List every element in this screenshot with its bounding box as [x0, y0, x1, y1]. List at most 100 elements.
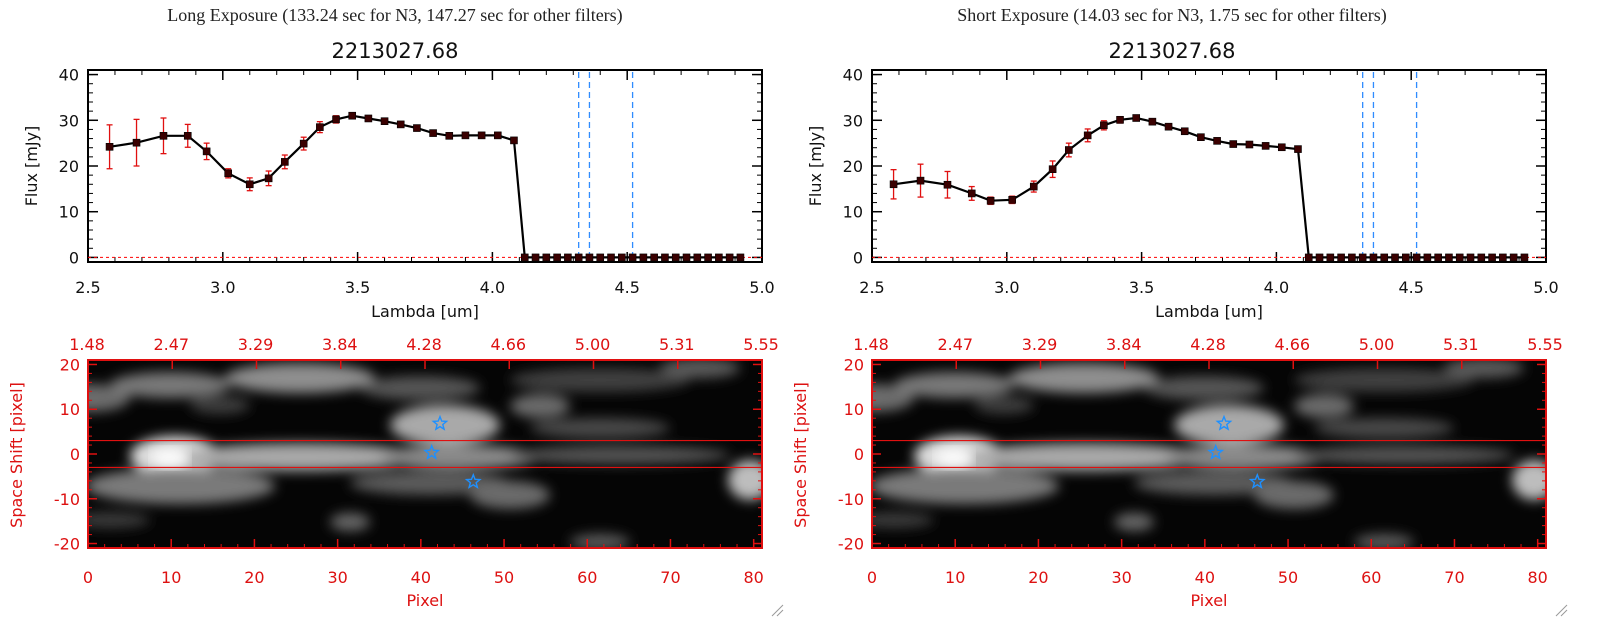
- data-point: [159, 132, 168, 140]
- data-point: [1065, 146, 1073, 154]
- aperture-lines: [88, 439, 762, 469]
- data-point: [542, 253, 551, 262]
- data-point: [1391, 253, 1399, 262]
- data-point: [1434, 253, 1442, 262]
- image-top-tick-label: 4.28: [1190, 335, 1226, 354]
- image-x-tick-labels: 0 10 20 30 40 50 60 70 80: [83, 568, 764, 587]
- data-point: [628, 253, 637, 262]
- data-point: [299, 139, 308, 148]
- data-point: [1100, 121, 1108, 130]
- data-point: [380, 117, 389, 125]
- image-top-tick-label: 5.55: [743, 335, 779, 354]
- data-point: [1348, 253, 1356, 262]
- data-point: [1197, 133, 1205, 141]
- data-point: [725, 253, 734, 262]
- y-tick-labels: 0 10 20 30 40: [843, 66, 863, 268]
- x-tick-label: 3.5: [1129, 278, 1154, 297]
- resize-grip-icon[interactable]: [771, 604, 784, 617]
- image-y-axis-label: Space Shift [pixel]: [791, 382, 810, 528]
- x-tick-label: 3.5: [345, 278, 370, 297]
- x-tick-label: 4.5: [1398, 278, 1423, 297]
- star-icon: [431, 414, 449, 431]
- image-y-tick-label: 0: [70, 445, 80, 464]
- aperture-lines: [872, 439, 1546, 469]
- image-x-tick-label: 70: [1444, 568, 1464, 587]
- data-markers: [105, 111, 745, 262]
- image-x-tick-label: 20: [1028, 568, 1048, 587]
- data-point: [1445, 253, 1453, 262]
- image-x-tick-label: 40: [1195, 568, 1215, 587]
- spectrum-ticks: [87, 70, 763, 262]
- data-point: [1245, 140, 1254, 149]
- image-x-tick-label: 50: [1278, 568, 1298, 587]
- image-x-tick-label: 70: [660, 568, 680, 587]
- image-y-tick-label: 20: [844, 355, 864, 374]
- data-point: [224, 169, 232, 178]
- data-point: [413, 124, 421, 132]
- exposure-title: Short Exposure (14.03 sec for N3, 1.75 s…: [957, 5, 1386, 26]
- y-axis-label: Flux [mJy]: [806, 126, 825, 207]
- image-x-tick-label: 10: [161, 568, 181, 587]
- data-point: [1315, 253, 1324, 262]
- data-point: [445, 132, 454, 140]
- data-point: [1369, 253, 1378, 262]
- image-y-tick-label: -20: [838, 535, 864, 554]
- spectral-image: 0 10 20 30 40 50 60 70 80 -20 -10 0 10 20 1.48 2.47 3.…: [7, 335, 779, 610]
- data-point: [1261, 142, 1270, 150]
- image-ticks: [87, 360, 763, 548]
- y-tick-label: 20: [59, 157, 79, 176]
- image-y-tick-label: 0: [854, 445, 864, 464]
- image-x-tick-label: 0: [83, 568, 93, 587]
- data-point: [1499, 253, 1507, 262]
- data-point: [564, 253, 572, 262]
- data-point: [493, 131, 502, 140]
- star-icon: [464, 472, 482, 489]
- series-flux-line: [109, 114, 741, 259]
- data-point: [245, 180, 254, 189]
- image-top-tick-label: 5.00: [1359, 335, 1395, 354]
- data-point: [429, 129, 437, 137]
- spectrum-ticks: [871, 70, 1547, 262]
- series-flux-line: [893, 116, 1525, 259]
- image-x-tick-label: 30: [327, 568, 347, 587]
- image-y-tick-labels: -20 -10 0 10 20: [54, 355, 80, 553]
- image-top-tick-label: 3.84: [1106, 335, 1142, 354]
- image-blobs: [872, 360, 1546, 548]
- data-point: [986, 196, 995, 205]
- data-point: [477, 131, 486, 140]
- star-icon: [1207, 443, 1225, 460]
- image-x-tick-label: 60: [1361, 568, 1381, 587]
- filter-lines: [1362, 72, 1418, 260]
- image-y-tick-label: 20: [60, 355, 80, 374]
- image-top-tick-label: 3.29: [238, 335, 274, 354]
- x-tick-label: 5.0: [749, 278, 774, 297]
- image-top-tick-label: 1.48: [69, 335, 105, 354]
- data-point: [1083, 131, 1092, 140]
- plot-frame: [87, 69, 763, 263]
- x-tick-label: 2.5: [859, 278, 884, 297]
- image-top-tick-label: 3.84: [322, 335, 358, 354]
- data-point: [1229, 140, 1238, 148]
- x-tick-label: 3.0: [994, 278, 1019, 297]
- data-point: [585, 253, 594, 262]
- data-point: [316, 123, 324, 131]
- short-exposure-svg: Short Exposure (14.03 sec for N3, 1.75 s…: [791, 5, 1568, 617]
- image-top-tick-label: 5.00: [575, 335, 611, 354]
- data-point: [396, 120, 405, 129]
- image-x-tick-label: 10: [945, 568, 965, 587]
- star-icon: [1248, 472, 1266, 489]
- image-top-tick-label: 2.47: [937, 335, 973, 354]
- data-point: [671, 253, 680, 262]
- data-point: [661, 253, 669, 262]
- data-point: [618, 253, 626, 262]
- image-x-tick-label: 0: [867, 568, 877, 587]
- resize-grip-icon[interactable]: [1555, 604, 1568, 617]
- y-tick-label: 30: [59, 111, 79, 130]
- data-point: [650, 253, 658, 262]
- data-point: [1477, 253, 1486, 262]
- data-point: [105, 143, 114, 151]
- image-x-tick-label: 80: [743, 568, 763, 587]
- filter-lines: [578, 72, 634, 260]
- data-point: [332, 115, 340, 124]
- y-tick-label: 30: [843, 111, 863, 130]
